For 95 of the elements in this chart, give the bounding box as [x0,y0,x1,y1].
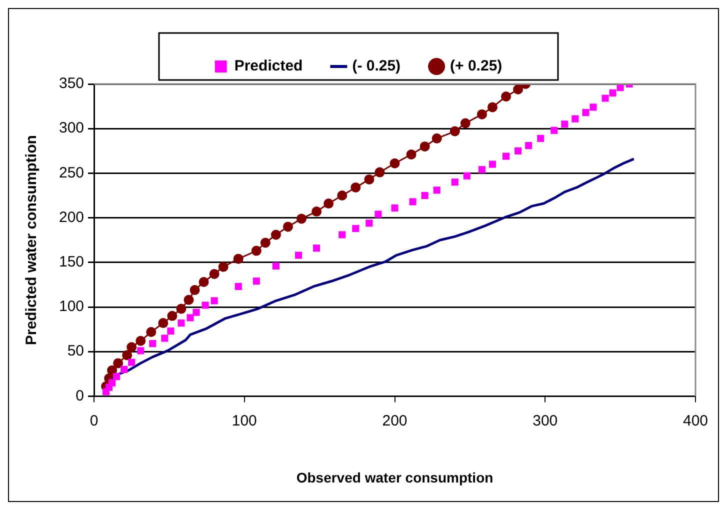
y-tick-label: 200 [58,208,84,226]
point [270,230,281,240]
point [374,210,382,218]
point [158,318,168,328]
legend-label: (+ 0.25) [450,58,502,75]
point [609,89,616,96]
point [374,167,385,178]
point [324,198,334,209]
point [352,224,360,232]
point [550,126,558,134]
point [209,268,220,279]
point [137,347,144,354]
point [364,174,374,184]
point [210,297,218,304]
point [487,102,498,112]
point [113,373,120,380]
point [590,104,597,111]
y-axis-title: Predicted water consumption [23,135,40,346]
point [294,252,302,259]
x-tick-label: 400 [682,412,708,430]
point [190,285,200,296]
point [433,186,440,194]
point [602,94,609,102]
point [582,109,590,116]
y-tick-label: 250 [58,164,84,182]
point [406,149,416,160]
point [167,328,174,335]
point [108,379,116,386]
point [122,350,132,360]
point [450,126,460,136]
point [421,192,428,200]
point [107,365,118,376]
point [366,220,373,227]
point [178,320,185,327]
point [432,133,442,144]
point [198,277,209,288]
point [350,182,361,192]
y-tick-label: 150 [58,254,84,271]
x-tick-label: 200 [382,412,408,430]
point [233,254,244,264]
point [409,198,416,206]
point [488,160,496,168]
y-tick-label: 100 [58,298,84,316]
point [572,115,579,122]
point [337,190,348,200]
point [476,109,487,120]
point [451,178,458,186]
point [296,214,307,224]
point [537,134,544,142]
point [202,302,209,309]
point [192,308,200,316]
point [501,91,512,102]
y-tick-label: 0 [76,387,84,404]
x-tick-label: 300 [532,412,558,430]
point [478,166,486,174]
point [161,334,168,342]
point [136,336,146,346]
point [218,262,228,272]
y-tick-label: 300 [58,120,84,137]
point [120,366,128,373]
point [186,314,194,322]
point [126,342,137,352]
point [391,204,398,212]
y-tick-label: 50 [67,342,84,360]
point [283,222,293,232]
y-tick-label: 350 [58,75,84,92]
point [167,310,178,321]
point [463,172,470,180]
point [176,304,186,314]
point [113,358,124,368]
point [502,152,510,160]
x-tick-label: 100 [232,412,257,430]
point [561,120,568,128]
point [234,282,242,290]
point [390,158,400,168]
x-tick-label: 0 [90,412,98,430]
point [252,278,260,285]
point [525,142,532,150]
point [513,84,524,94]
point [146,326,156,337]
point [260,238,270,248]
point [514,147,522,154]
point [460,118,470,128]
point [184,294,194,305]
legend-label: Predicted [234,58,303,75]
point [312,206,322,217]
point [128,358,136,366]
point [338,231,346,238]
legend-label: (- 0.25) [352,58,401,75]
point [149,340,156,348]
point [272,262,280,270]
point [251,246,262,256]
x-axis-title: Observed water consumption [296,469,494,486]
point [313,244,320,252]
point [420,141,430,152]
